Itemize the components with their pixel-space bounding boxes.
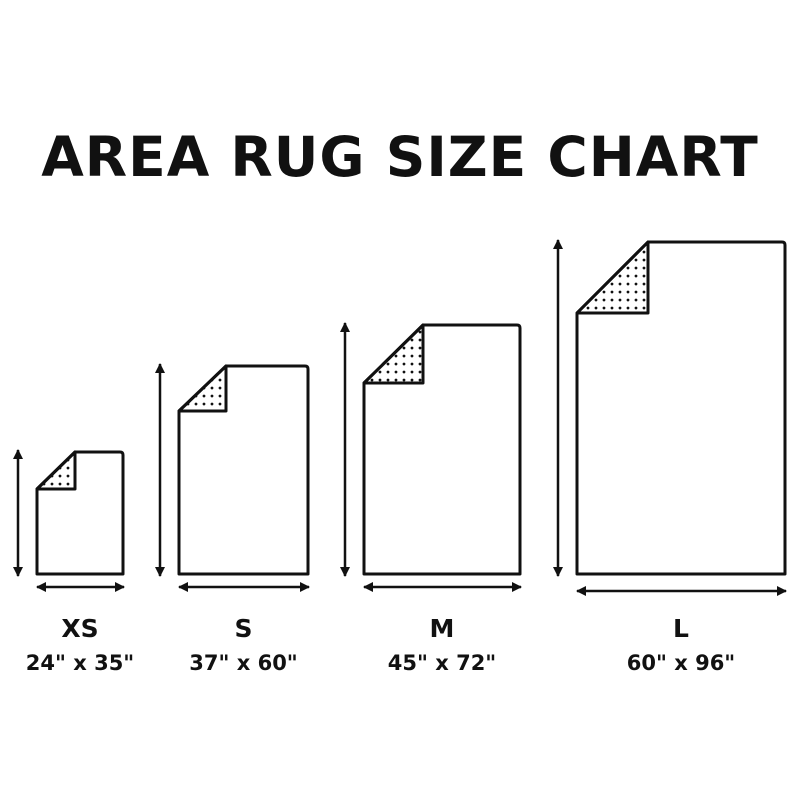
rug-outline (362, 323, 522, 576)
dimensions-label: 37" x 60" (189, 651, 298, 675)
folded-corner (35, 450, 77, 491)
rug-outline (35, 450, 125, 576)
rug-l: L 60" x 96" (553, 239, 787, 675)
dimensions-label: 24" x 35" (26, 651, 135, 675)
folded-corner (575, 240, 650, 315)
folded-corner (362, 323, 425, 385)
rug-m: M 45" x 72" (340, 322, 522, 675)
dimensions-label: 60" x 96" (627, 651, 736, 675)
folded-corner (177, 364, 228, 413)
rug-outline (575, 240, 787, 576)
chart-title: AREA RUG SIZE CHART (41, 125, 759, 189)
size-label: S (234, 614, 252, 643)
size-label: M (430, 614, 455, 643)
size-label: L (673, 614, 689, 643)
rug-outline (177, 364, 310, 576)
dimensions-label: 45" x 72" (388, 651, 497, 675)
rug-xs: XS 24" x 35" (13, 449, 135, 675)
rug-s: S 37" x 60" (155, 363, 310, 675)
size-label: XS (61, 614, 98, 643)
